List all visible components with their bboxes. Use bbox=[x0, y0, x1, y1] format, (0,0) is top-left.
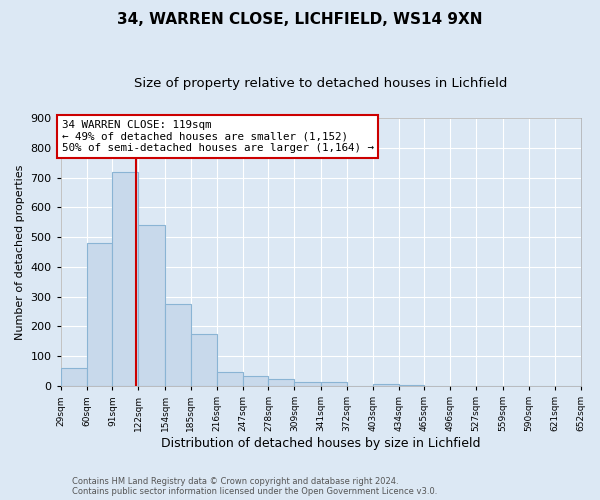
Bar bbox=[139, 225, 165, 386]
Bar bbox=[86, 243, 112, 386]
Bar bbox=[112, 172, 139, 386]
Text: 34 WARREN CLOSE: 119sqm
← 49% of detached houses are smaller (1,152)
50% of semi: 34 WARREN CLOSE: 119sqm ← 49% of detache… bbox=[62, 120, 374, 152]
Y-axis label: Number of detached properties: Number of detached properties bbox=[15, 164, 25, 340]
Title: Size of property relative to detached houses in Lichfield: Size of property relative to detached ho… bbox=[134, 78, 507, 90]
Bar bbox=[242, 376, 268, 386]
Text: Contains HM Land Registry data © Crown copyright and database right 2024.
Contai: Contains HM Land Registry data © Crown c… bbox=[72, 476, 437, 496]
Bar bbox=[217, 372, 242, 386]
Bar bbox=[321, 382, 347, 386]
Bar bbox=[398, 384, 424, 386]
Bar bbox=[191, 334, 217, 386]
Text: 34, WARREN CLOSE, LICHFIELD, WS14 9XN: 34, WARREN CLOSE, LICHFIELD, WS14 9XN bbox=[117, 12, 483, 28]
Bar bbox=[373, 384, 398, 386]
X-axis label: Distribution of detached houses by size in Lichfield: Distribution of detached houses by size … bbox=[161, 437, 481, 450]
Bar bbox=[268, 378, 295, 386]
Bar bbox=[295, 382, 321, 386]
Bar bbox=[165, 304, 191, 386]
Bar bbox=[61, 368, 86, 386]
